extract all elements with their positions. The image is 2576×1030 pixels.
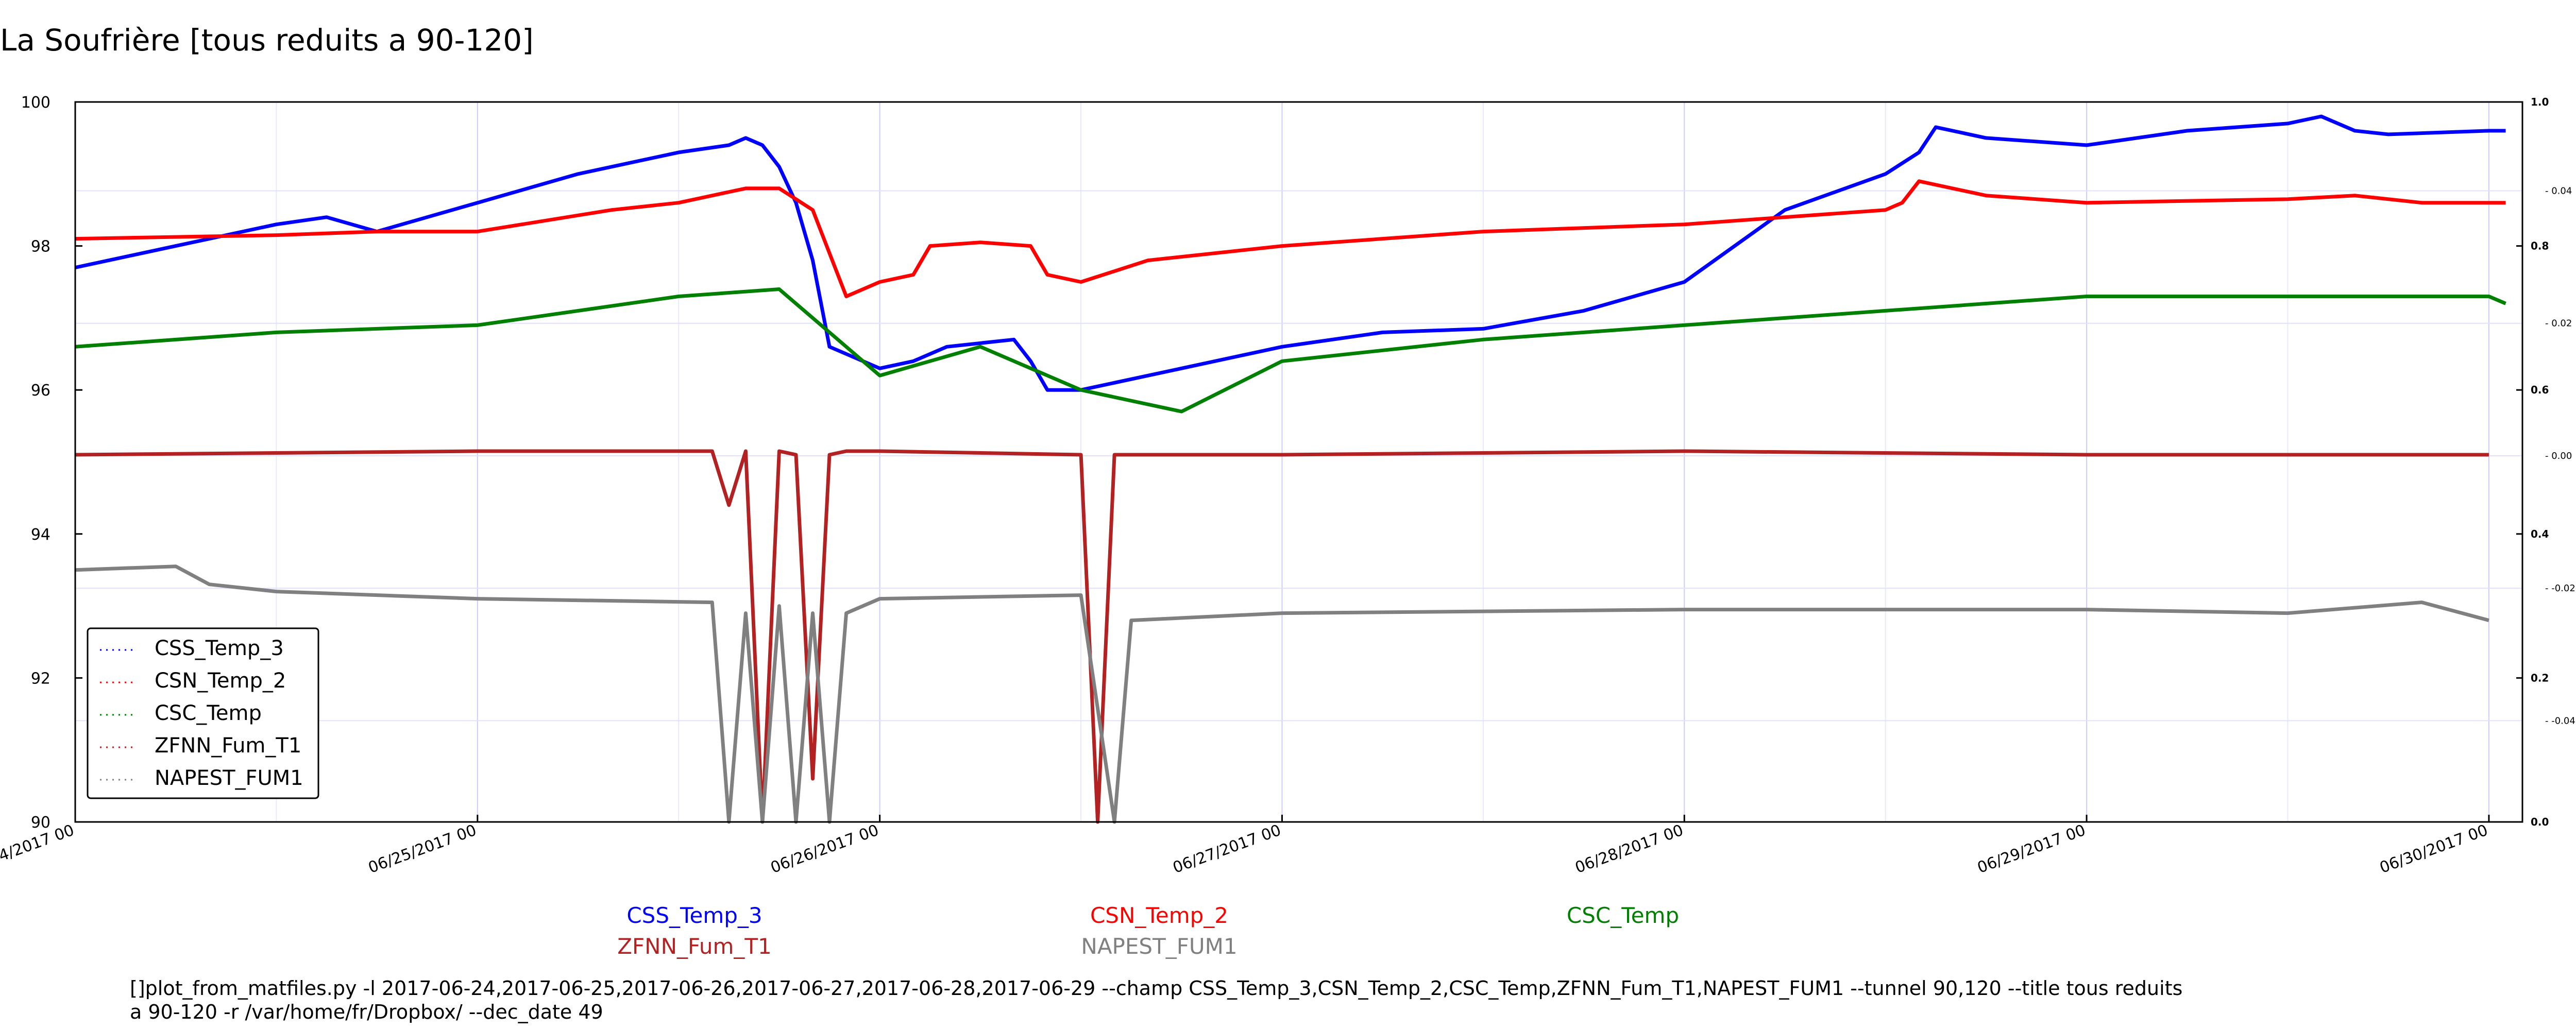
x-tick-label: 06/25/2017 00: [366, 821, 479, 877]
bottom-series-labels: CSS_Temp_3 CSN_Temp_2 CSC_Temp ZFNN_Fum_T1 N…: [617, 903, 1679, 959]
x-tick-label: 06/27/2017 00: [1171, 821, 1283, 877]
bottom-series-label: ZFNN_Fum_T1: [617, 934, 772, 959]
bottom-series-label: CSN_Temp_2: [1090, 903, 1228, 928]
right-tick-label: 0.0: [2531, 816, 2549, 828]
inner-right-tick-label: - -0.02: [2545, 583, 2575, 594]
series-line-CSC_Temp: [75, 287, 2506, 414]
series-line-CSN_Temp_2: [75, 179, 2506, 298]
legend-box: [87, 627, 319, 799]
y-tick-label: 98: [31, 238, 50, 256]
y-tick-label: 92: [31, 670, 50, 688]
inner-right-tick-label: - 0.02: [2545, 318, 2572, 329]
bottom-series-label: NAPEST_FUM1: [1081, 934, 1237, 959]
inner-right-tick-label: - 0.04: [2545, 185, 2572, 196]
grid: [75, 102, 2522, 822]
legend-label: CSC_Temp: [155, 701, 262, 725]
right-tick-label: 0.4: [2531, 528, 2549, 540]
chart-title: La Soufrière [tous reduits a 90-120]: [0, 23, 534, 58]
legend: CSS_Temp_3 CSN_Temp_2 CSC_Temp ZFNN_Fum_T1 N…: [87, 627, 319, 799]
y-tick-label: 94: [31, 526, 50, 544]
inner-right-tick-label: - 0.00: [2545, 451, 2572, 461]
right-tick-label: 0.8: [2531, 240, 2549, 252]
bottom-series-label: CSC_Temp: [1567, 903, 1679, 928]
legend-label: CSS_Temp_3: [155, 637, 284, 660]
y-tick-label: 100: [21, 94, 50, 112]
x-tick-label: 06/26/2017 00: [768, 821, 881, 877]
series-line-CSS_Temp_3: [75, 114, 2506, 392]
inner-right-tick-label: - -0.04: [2545, 715, 2575, 726]
series-layer: [75, 114, 2506, 824]
axes: 06/24/2017 00 06/25/2017 00 06/26/2017 00 0…: [0, 94, 2575, 877]
series-line-NAPEST_FUM1: [75, 564, 2489, 824]
right-tick-label: 1.0: [2531, 96, 2549, 108]
legend-label: NAPEST_FUM1: [155, 766, 303, 790]
command-line-text: []plot_from_matfiles.py -l 2017-06-24,20…: [130, 977, 2189, 1023]
y-tick-label: 90: [31, 814, 50, 832]
bottom-series-label: CSS_Temp_3: [626, 903, 762, 928]
x-tick-label: 06/30/2017 00: [2377, 821, 2490, 877]
series-line-ZFNN_Fum_T1: [75, 449, 2489, 824]
x-tick-label: 06/28/2017 00: [1573, 821, 1686, 877]
legend-label: CSN_Temp_2: [155, 669, 286, 693]
legend-label: ZFNN_Fum_T1: [155, 734, 301, 758]
right-tick-label: 0.6: [2531, 384, 2549, 396]
right-tick-label: 0.2: [2531, 672, 2549, 684]
y-tick-label: 96: [31, 382, 50, 400]
x-tick-label: 06/29/2017 00: [1975, 821, 2088, 877]
plot-frame: [74, 101, 2523, 823]
